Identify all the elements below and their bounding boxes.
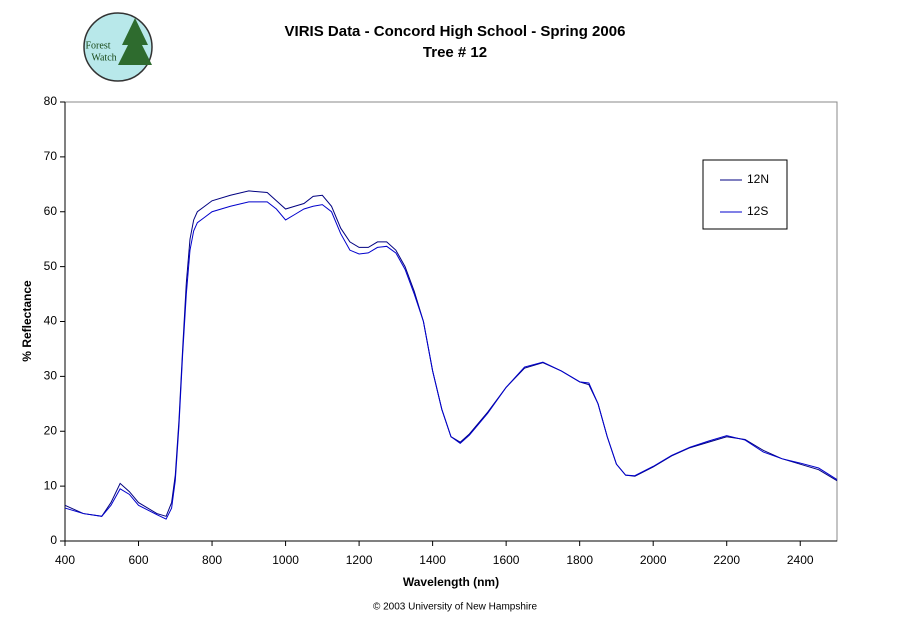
y-tick-label: 70 (44, 149, 58, 163)
x-tick-label: 1400 (419, 553, 446, 567)
x-tick-label: 2400 (787, 553, 814, 567)
logo-text: Forest (86, 40, 111, 51)
x-axis-label: Wavelength (nm) (403, 575, 499, 589)
y-axis-label: % Reflectance (20, 280, 34, 362)
footer: © 2003 University of New Hampshire (373, 602, 538, 613)
logo-tree (118, 18, 152, 65)
x-tick-label: 400 (55, 553, 75, 567)
y-tick-label: 80 (44, 94, 58, 108)
y-tick-label: 0 (50, 533, 57, 547)
y-tick-label: 40 (44, 314, 58, 328)
series-line (64, 201, 838, 520)
chart-title: VIRIS Data - Concord High School - Sprin… (285, 23, 626, 40)
y-tick-label: 30 (44, 369, 58, 383)
chart-subtitle: Tree # 12 (423, 44, 487, 61)
logo-text: Watch (91, 52, 116, 63)
y-tick-label: 20 (44, 423, 58, 437)
x-tick-label: 600 (129, 553, 149, 567)
x-tick-label: 1800 (566, 553, 593, 567)
x-tick-label: 1200 (346, 553, 373, 567)
y-tick-label: 10 (44, 478, 58, 492)
x-tick-label: 1600 (493, 553, 520, 567)
legend-label: 12N (747, 172, 769, 186)
legend (702, 159, 788, 230)
logo: Forest Watch (83, 12, 153, 82)
y-tick-label: 50 (44, 259, 58, 273)
x-tick-label: 2000 (640, 553, 667, 567)
y-tick-label: 60 (44, 204, 58, 218)
x-tick-label: 1000 (272, 553, 299, 567)
legend-label: 12S (747, 204, 768, 218)
x-tick-label: 2200 (713, 553, 740, 567)
x-tick-label: 800 (202, 553, 222, 567)
